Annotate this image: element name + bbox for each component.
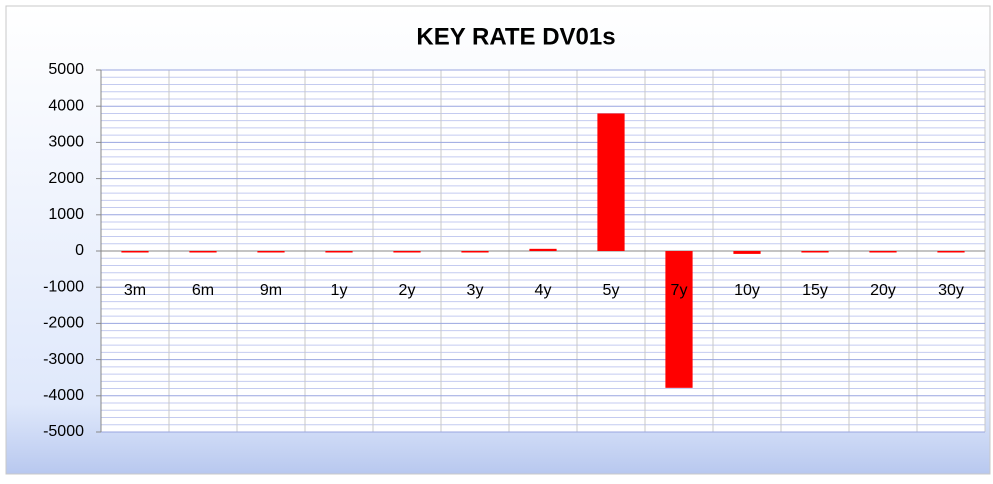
bar (189, 251, 217, 253)
x-tick-label: 6m (192, 282, 214, 299)
bar (257, 251, 285, 253)
y-tick-label: 0 (75, 242, 84, 259)
bar (869, 251, 897, 253)
chart-title: KEY RATE DV01s (416, 23, 615, 50)
y-tick-label: 4000 (48, 97, 84, 114)
x-tick-label: 9m (260, 282, 282, 299)
x-tick-label: 1y (331, 282, 348, 299)
bar (461, 251, 489, 253)
bar (597, 113, 625, 251)
x-tick-label: 3y (467, 282, 484, 299)
x-tick-label: 3m (124, 282, 146, 299)
x-tick-label: 2y (399, 282, 416, 299)
x-tick-label: 4y (535, 282, 552, 299)
x-tick-label: 20y (870, 282, 896, 299)
y-tick-label: 1000 (48, 206, 84, 223)
bar (325, 251, 353, 253)
y-tick-label: 5000 (48, 61, 84, 78)
bar (393, 251, 421, 253)
x-tick-label: 5y (603, 282, 620, 299)
bar (665, 251, 693, 388)
bar (937, 251, 965, 253)
bar (121, 251, 149, 253)
y-tick-label: -3000 (43, 351, 84, 368)
bar (733, 251, 761, 254)
y-tick-label: -1000 (43, 278, 84, 295)
x-tick-label: 15y (802, 282, 828, 299)
bar (529, 248, 557, 251)
y-tick-label: -5000 (43, 423, 84, 440)
y-tick-label: -2000 (43, 315, 84, 332)
x-tick-label: 10y (734, 282, 760, 299)
x-tick-label: 30y (938, 282, 964, 299)
y-tick-label: 2000 (48, 170, 84, 187)
y-tick-label: -4000 (43, 387, 84, 404)
bar (801, 251, 829, 253)
x-tick-label: 7y (671, 282, 688, 299)
y-tick-label: 3000 (48, 134, 84, 151)
